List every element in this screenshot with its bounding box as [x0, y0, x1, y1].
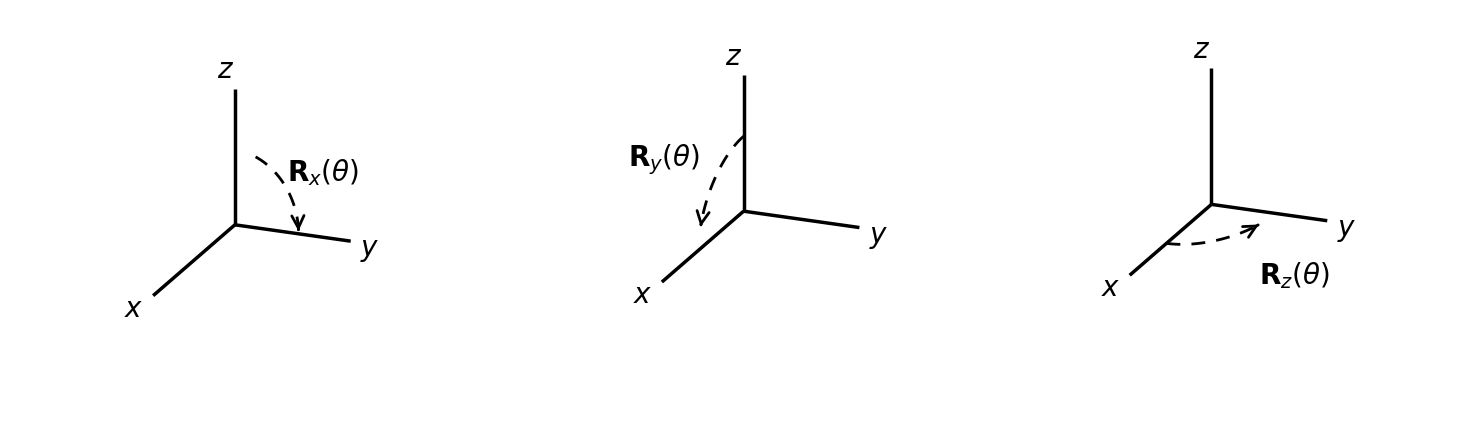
Text: $\mathbf{R}_{y}(\theta)$: $\mathbf{R}_{y}(\theta)$: [627, 142, 700, 177]
Text: $x$: $x$: [124, 296, 144, 323]
Text: $z$: $z$: [217, 58, 233, 84]
Text: $z$: $z$: [725, 44, 743, 71]
Text: $z$: $z$: [1193, 37, 1211, 64]
Text: $y$: $y$: [1336, 217, 1355, 244]
Text: $x$: $x$: [1102, 276, 1121, 302]
Text: $y$: $y$: [868, 224, 889, 251]
Text: $y$: $y$: [360, 237, 379, 264]
Text: $x$: $x$: [633, 282, 652, 309]
Text: $\mathbf{R}_{x}(\theta)$: $\mathbf{R}_{x}(\theta)$: [286, 158, 359, 188]
Text: $\mathbf{R}_{z}(\theta)$: $\mathbf{R}_{z}(\theta)$: [1259, 260, 1331, 291]
